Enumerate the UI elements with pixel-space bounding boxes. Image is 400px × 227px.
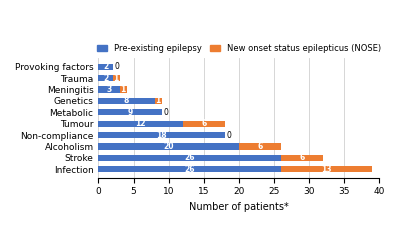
Text: 9: 9 [128,108,133,117]
Bar [98,132,225,138]
Text: 1: 1 [120,85,126,94]
Bar [112,75,120,81]
Text: 18: 18 [156,131,167,140]
Text: 2: 2 [103,62,108,71]
Bar [98,109,162,115]
Bar [98,121,183,127]
Text: 6: 6 [201,119,206,128]
Bar [98,86,120,93]
Bar [239,143,281,150]
Text: 26: 26 [184,153,195,162]
Text: 0: 0 [164,108,169,117]
Text: 26: 26 [184,165,195,174]
Bar [281,155,323,161]
Text: 2: 2 [103,74,108,83]
Bar [98,98,155,104]
Text: 3: 3 [106,85,112,94]
Bar [98,75,112,81]
Bar [98,166,281,172]
Bar [120,86,126,93]
Text: 1: 1 [114,74,119,83]
Text: 13: 13 [322,165,332,174]
Text: 6: 6 [300,153,305,162]
Bar [155,98,162,104]
Text: 8: 8 [124,96,129,105]
Bar [98,64,112,70]
Text: 20: 20 [164,142,174,151]
Text: 0: 0 [115,62,120,71]
Text: 6: 6 [257,142,262,151]
Text: 1: 1 [156,96,161,105]
Bar [183,121,225,127]
X-axis label: Number of patients*: Number of patients* [189,202,289,212]
Text: 0: 0 [227,131,232,140]
Bar [98,143,239,150]
Text: 12: 12 [135,119,146,128]
Bar [281,166,372,172]
Bar [98,155,281,161]
Legend: Pre-existing epilepsy, New onset status epilepticus (NOSE): Pre-existing epilepsy, New onset status … [94,41,384,57]
